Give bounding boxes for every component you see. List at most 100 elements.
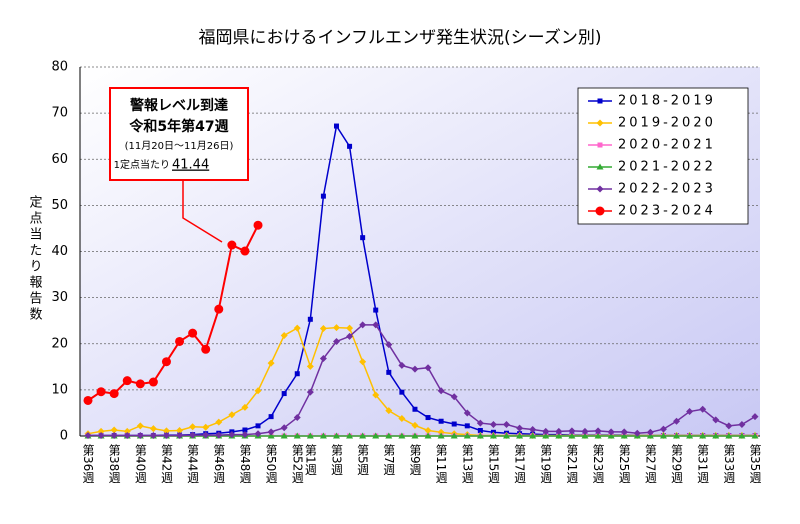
point — [202, 423, 210, 431]
point — [122, 376, 132, 386]
point — [267, 359, 275, 367]
legend-label: 2019-2020 — [618, 116, 716, 131]
point — [227, 240, 237, 250]
point — [359, 358, 367, 366]
annotation-arrow — [182, 180, 223, 243]
point — [293, 432, 301, 439]
point — [306, 362, 314, 370]
point — [597, 142, 603, 148]
point — [437, 387, 445, 395]
annotation-text: (11月20日～11月26日) — [125, 140, 234, 152]
point — [595, 206, 605, 216]
point — [725, 422, 733, 430]
point — [255, 423, 261, 429]
point — [189, 423, 197, 431]
y-tick-label: 0 — [60, 429, 68, 444]
point — [294, 371, 300, 377]
point — [751, 432, 759, 439]
legend-label: 2018-2019 — [618, 94, 716, 109]
point — [373, 307, 379, 313]
point — [253, 220, 263, 230]
point — [346, 324, 354, 332]
point — [646, 428, 654, 436]
point — [529, 432, 537, 439]
point — [148, 377, 158, 387]
point — [268, 414, 274, 420]
point — [385, 341, 393, 349]
point — [673, 417, 681, 425]
x-tick-label: 第46週 — [212, 444, 226, 484]
point — [242, 427, 248, 433]
point — [332, 432, 340, 439]
chart-title: 福岡県におけるインフルエンザ発生状況(シーズン別) — [199, 28, 602, 48]
y-tick-label: 40 — [51, 244, 68, 259]
point — [175, 336, 185, 346]
point — [673, 432, 681, 439]
point — [214, 304, 224, 314]
point — [555, 427, 563, 435]
point — [398, 414, 406, 422]
point — [110, 426, 118, 434]
legend-label: 2020-2021 — [618, 138, 716, 153]
point — [463, 432, 471, 439]
point — [346, 332, 354, 340]
point — [241, 431, 249, 439]
point — [228, 431, 236, 439]
x-tick-label: 第25週 — [617, 444, 631, 484]
point — [136, 432, 144, 440]
point — [516, 432, 524, 439]
point — [699, 432, 707, 439]
point — [411, 365, 419, 373]
series — [83, 220, 263, 405]
x-tick-label: 第36週 — [81, 444, 95, 484]
point — [293, 324, 301, 332]
point — [149, 432, 157, 440]
point — [84, 432, 92, 440]
point — [620, 432, 628, 439]
plot — [79, 66, 760, 440]
point — [725, 432, 733, 439]
point — [463, 409, 471, 417]
point — [96, 387, 106, 397]
point — [489, 420, 497, 428]
point — [451, 421, 457, 427]
point — [240, 246, 250, 256]
x-tick-label: 第52週 — [290, 444, 304, 484]
point — [542, 427, 550, 435]
point — [281, 391, 287, 397]
point — [489, 432, 497, 439]
x-tick-label: 第40週 — [133, 444, 147, 484]
point — [136, 422, 144, 430]
point — [306, 432, 314, 439]
point — [581, 427, 589, 435]
point — [123, 427, 131, 435]
point — [254, 387, 262, 395]
point — [607, 432, 615, 439]
point — [188, 328, 198, 338]
point — [83, 395, 93, 405]
legend-label: 2023-2024 — [618, 204, 716, 219]
point — [109, 389, 119, 399]
x-tick-label: 第5週 — [356, 444, 370, 476]
x-tick-label: 第21週 — [565, 444, 579, 484]
point — [332, 337, 340, 345]
x-tick-label: 第17週 — [513, 444, 527, 484]
annotation-value: 41.44 — [172, 158, 209, 173]
legend-box — [577, 87, 749, 225]
point — [280, 331, 288, 339]
point — [267, 432, 275, 439]
point — [293, 414, 301, 422]
point — [347, 143, 353, 149]
x-tick-label: 第50週 — [264, 444, 278, 484]
point — [412, 406, 418, 412]
legend: 2018-2019 2019-2020 2020-2021 2021-2022 2022… — [577, 87, 749, 225]
x-tick-label: 第13週 — [460, 444, 474, 484]
y-tick-label: 60 — [51, 152, 68, 167]
y-tick-label: 70 — [51, 106, 68, 121]
point — [241, 403, 249, 411]
annotation-box — [109, 87, 249, 181]
point — [594, 432, 602, 439]
point — [359, 321, 367, 329]
annotation-text: 警報レベル到達 — [130, 97, 228, 114]
point — [424, 426, 432, 434]
